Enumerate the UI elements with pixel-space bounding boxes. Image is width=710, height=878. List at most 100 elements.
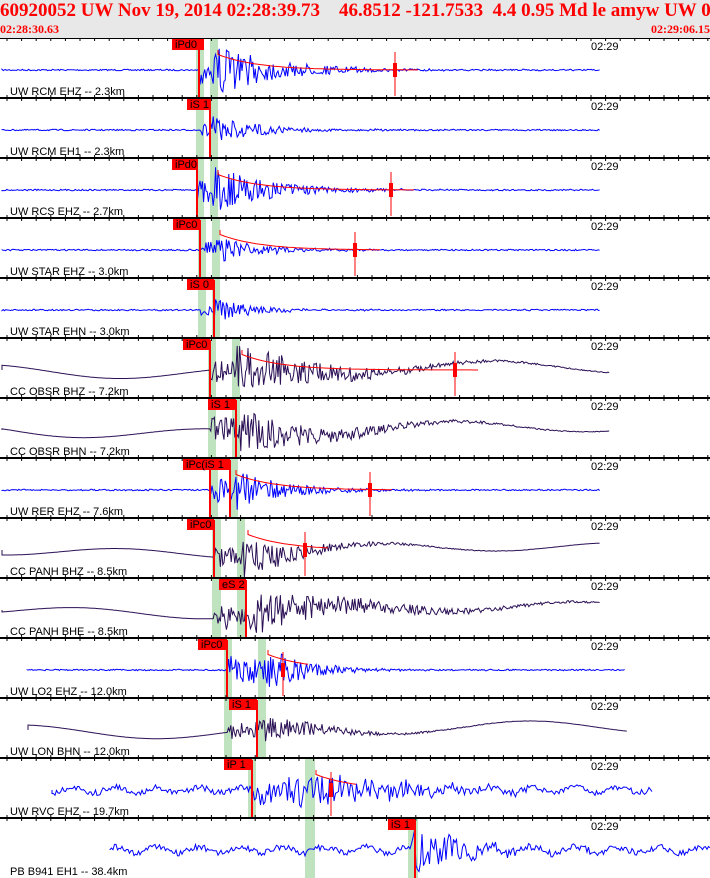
phase-pick-label: iPc(iS 1 xyxy=(186,459,224,471)
phase-pick-flag[interactable] xyxy=(388,819,415,830)
station-label: UW RCM EH1 -- 2.3km xyxy=(10,146,124,158)
station-label: CC OBSR BHN -- 7.2km xyxy=(10,446,130,458)
phase-pick-flag[interactable] xyxy=(187,279,214,290)
trace-10[interactable]: eS 2 02:29 CC PANH BHE -- 8.5km xyxy=(0,575,710,638)
phase-pick-flag[interactable] xyxy=(229,699,257,710)
coda-decay-curve xyxy=(217,50,418,71)
pick-window xyxy=(237,578,245,638)
phase-pick-flag[interactable] xyxy=(173,219,200,230)
pick-window xyxy=(208,338,216,398)
waveform xyxy=(1,239,600,262)
phase-pick-flag[interactable] xyxy=(208,399,236,410)
trace-6[interactable]: iPc0 02:29 CC OBSR BHZ -- 7.2km xyxy=(0,335,710,398)
pick-window xyxy=(212,578,221,638)
trace-3[interactable]: iPd0 02:29 UW RCS EHZ -- 2.7km xyxy=(0,155,710,218)
station-label: UW RVC EHZ -- 19.7km xyxy=(10,806,129,818)
time-label: 02:29 xyxy=(591,41,619,53)
trace-13[interactable]: iP 1 02:29 UW RVC EHZ -- 19.7km xyxy=(0,755,710,818)
end-time: 02:29:06.15 xyxy=(651,22,710,36)
pick-window xyxy=(305,758,315,818)
station-label: UW LO2 EHZ -- 12.0km xyxy=(10,686,127,698)
coda-end-handle[interactable] xyxy=(353,243,357,257)
phase-pick-flag[interactable] xyxy=(172,39,204,50)
trace-2[interactable]: iS 1 02:29 UW RCM EH1 -- 2.3km xyxy=(0,95,710,158)
seismogram-panel[interactable]: iPd0 02:29 UW RCM EHZ -- 2.3km iS 1 02:29 UW … xyxy=(0,38,710,878)
time-label: 02:29 xyxy=(591,221,619,233)
phase-pick-label: eS 2 xyxy=(222,579,245,591)
pick-window xyxy=(198,278,206,338)
time-label: 02:29 xyxy=(591,761,619,773)
station-label: CC PANH BHZ -- 8.5km xyxy=(10,566,127,578)
phase-pick-label: iPd0 xyxy=(175,39,197,51)
phase-pick-flag[interactable] xyxy=(183,459,230,470)
waveform xyxy=(1,540,600,578)
pick-window xyxy=(210,158,218,218)
trace-8[interactable]: iPc(iS 1 02:29 UW RER EHZ -- 7.6km xyxy=(0,455,710,518)
pick-window xyxy=(212,278,220,338)
pick-window xyxy=(212,518,221,578)
station-label: UW LON BHN -- 12.0km xyxy=(10,746,130,758)
trace-9[interactable]: iPc0 02:29 CC PANH BHZ -- 8.5km xyxy=(0,515,710,578)
pick-window xyxy=(237,518,245,578)
phase-pick-label: iPc0 xyxy=(201,639,222,651)
coda-end-handle[interactable] xyxy=(329,783,333,797)
phase-pick-label: iPc0 xyxy=(190,519,211,531)
phase-pick-label: iS 1 xyxy=(391,819,410,831)
time-label: 02:29 xyxy=(591,821,619,833)
phase-pick-label: iS 0 xyxy=(190,279,209,291)
station-label: CC OBSR BHZ -- 7.2km xyxy=(10,386,129,398)
coda-end-handle[interactable] xyxy=(368,483,372,497)
time-label: 02:29 xyxy=(591,161,619,173)
start-time: 02:28:30.63 xyxy=(0,22,59,36)
trace-7[interactable]: iS 1 02:29 CC OBSR BHN -- 7.2km xyxy=(0,395,710,458)
pick-window xyxy=(196,158,204,218)
station-label: UW STAR EHZ -- 3.0km xyxy=(10,266,128,278)
coda-decay-curve xyxy=(235,470,392,491)
coda-decay-curve xyxy=(247,530,329,549)
coda-decay-curve xyxy=(217,170,414,191)
coda-end-handle[interactable] xyxy=(303,543,307,557)
phase-pick-flag[interactable] xyxy=(219,579,246,590)
waveform xyxy=(26,653,625,687)
coda-decay-curve xyxy=(219,230,380,251)
coda-end-handle[interactable] xyxy=(393,63,397,77)
pick-window xyxy=(196,98,204,158)
phase-pick-label: iPc0 xyxy=(176,219,197,231)
trace-5[interactable]: iS 0 02:29 UW STAR EHN -- 3.0km xyxy=(0,275,710,338)
phase-pick-flag[interactable] xyxy=(224,759,252,770)
coda-end-handle[interactable] xyxy=(453,363,457,377)
phase-pick-label: iS 1 xyxy=(190,99,209,111)
pick-window xyxy=(408,818,418,878)
phase-pick-label: iP 1 xyxy=(227,759,246,771)
phase-pick-label: iS 1 xyxy=(211,399,230,411)
time-label: 02:29 xyxy=(591,461,619,473)
coda-end-handle[interactable] xyxy=(389,183,393,197)
time-label: 02:29 xyxy=(591,401,619,413)
phase-pick-label: iS 1 xyxy=(232,699,251,711)
waveform xyxy=(1,116,600,141)
time-label: 02:29 xyxy=(591,521,619,533)
station-label: UW RER EHZ -- 7.6km xyxy=(10,506,123,518)
coda-decay-curve xyxy=(241,350,478,371)
phase-pick-flag[interactable] xyxy=(187,519,214,530)
phase-pick-flag[interactable] xyxy=(198,639,227,650)
waveform xyxy=(27,717,627,742)
waveform xyxy=(1,473,600,510)
pick-window xyxy=(208,398,216,458)
trace-11[interactable]: iPc0 02:29 UW LO2 EHZ -- 12.0km xyxy=(0,635,710,698)
station-label: CC PANH BHE -- 8.5km xyxy=(10,626,128,638)
trace-14[interactable]: iS 1 02:29 PB B941 EH1 -- 38.4km xyxy=(0,815,710,878)
phase-pick-flag[interactable] xyxy=(183,339,210,350)
coda-end-handle[interactable] xyxy=(281,663,285,677)
coda-decay-curve xyxy=(315,770,357,785)
station-label: UW RCS EHZ -- 2.7km xyxy=(10,206,123,218)
coda-decay-curve xyxy=(267,650,309,665)
trace-12[interactable]: iS 1 02:29 UW LON BHN -- 12.0km xyxy=(0,695,710,758)
waveform xyxy=(51,774,653,809)
phase-pick-flag[interactable] xyxy=(172,159,198,170)
waveform xyxy=(1,299,600,320)
trace-4[interactable]: iPc0 02:29 UW STAR EHZ -- 3.0km xyxy=(0,215,710,278)
trace-1[interactable]: iPd0 02:29 UW RCM EHZ -- 2.3km xyxy=(0,38,710,98)
station-label: PB B941 EH1 -- 38.4km xyxy=(10,866,127,878)
phase-pick-flag[interactable] xyxy=(187,99,211,110)
